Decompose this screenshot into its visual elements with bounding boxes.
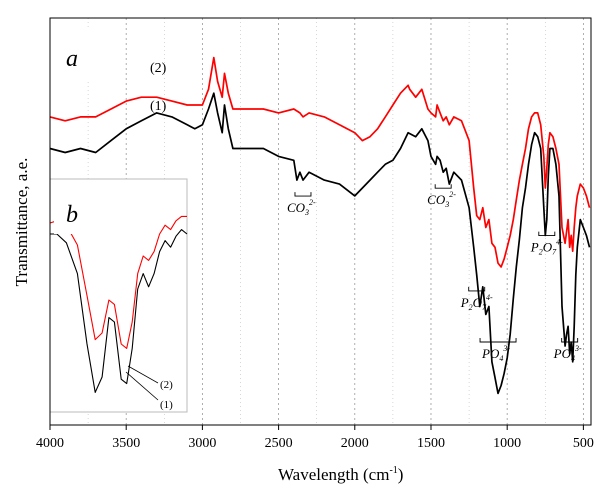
band-bracket bbox=[538, 231, 556, 237]
inset-leader-2 bbox=[127, 365, 159, 384]
inset-series-1-label: (1) bbox=[160, 399, 173, 411]
band-bracket bbox=[468, 286, 486, 292]
band-annotation: CO32- bbox=[287, 192, 316, 217]
x-tick-label: 3500 bbox=[112, 436, 140, 451]
x-tick-label: 2500 bbox=[265, 436, 293, 451]
main-spectra bbox=[49, 56, 591, 395]
inset-leader-1 bbox=[125, 371, 159, 401]
band-bracket bbox=[561, 338, 579, 343]
band-annotation: PO43- bbox=[553, 338, 582, 363]
series-line-1 bbox=[49, 92, 591, 395]
x-tick-label: 1500 bbox=[417, 436, 445, 451]
x-axis-title: Wavelength (cm-1) bbox=[278, 465, 403, 484]
panel-b-box bbox=[54, 188, 102, 234]
band-annotation: PO43- bbox=[479, 338, 517, 363]
band-annotations: CO32- CO32- P2O74- PO43- P2O74- PO43- bbox=[287, 184, 582, 363]
inset-series-line-1 bbox=[50, 229, 188, 393]
band-annotation: P2O74- bbox=[460, 286, 493, 312]
band-bracket bbox=[294, 192, 312, 197]
series-2-label: (2) bbox=[150, 61, 167, 76]
band-label: P2O74- bbox=[530, 238, 563, 257]
x-tick-label: 4000 bbox=[36, 436, 64, 451]
series-line-2 bbox=[49, 56, 591, 268]
band-label: P2O74- bbox=[460, 293, 493, 312]
band-label: CO32- bbox=[427, 190, 456, 209]
inset-series-line-2 bbox=[49, 215, 187, 349]
series-1-label: (1) bbox=[150, 99, 167, 114]
band-annotation: CO32- bbox=[427, 184, 456, 209]
panel-a-label: a bbox=[66, 46, 78, 72]
x-tick-label: 2000 bbox=[341, 436, 369, 451]
x-tick-label: 1000 bbox=[493, 436, 521, 451]
band-annotation: P2O74- bbox=[530, 231, 563, 257]
plot-frame bbox=[49, 17, 592, 426]
panel-b-label: b bbox=[66, 202, 78, 228]
x-axis-ticks: 4000 3500 3000 2500 2000 1500 1000 500 bbox=[36, 425, 594, 451]
band-label: CO32- bbox=[287, 198, 316, 217]
panel-a-box bbox=[52, 30, 97, 80]
inset-spectra bbox=[49, 215, 188, 393]
inset-series-2-label: (2) bbox=[160, 379, 173, 391]
band-label: PO43- bbox=[553, 344, 582, 363]
x-tick-label: 500 bbox=[573, 436, 594, 451]
band-bracket bbox=[434, 184, 452, 189]
band-label: PO43- bbox=[481, 344, 510, 363]
y-axis-title: Transmittance, a.e. bbox=[12, 158, 31, 287]
x-tick-label: 3000 bbox=[188, 436, 216, 451]
band-bracket bbox=[479, 338, 517, 343]
